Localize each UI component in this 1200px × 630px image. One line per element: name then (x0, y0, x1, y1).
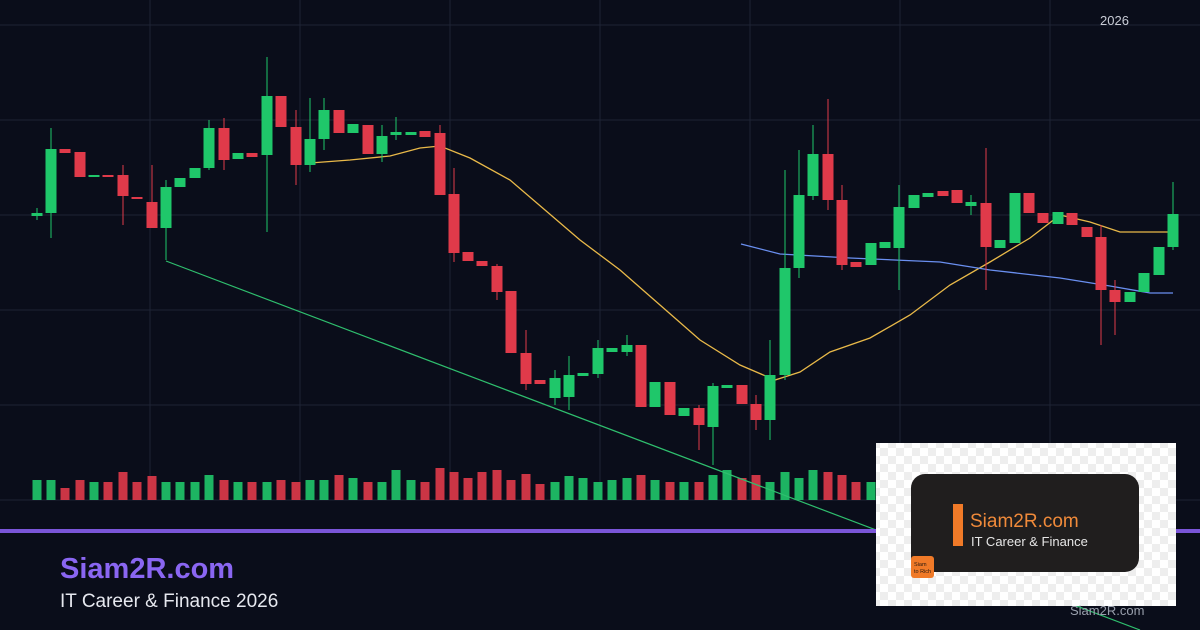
badge (911, 474, 1139, 572)
badge-logo (911, 556, 934, 578)
grid (0, 0, 1200, 501)
badge-logo-text: to Rich (914, 569, 931, 575)
badge-logo-text: Siam (914, 562, 927, 568)
badge-accent (953, 504, 963, 546)
badge-subtitle: IT Career & Finance (971, 534, 1088, 549)
footer-title: Siam2R.com (60, 553, 234, 585)
year-label: 2026 (1100, 13, 1129, 28)
divider (0, 529, 1200, 533)
footer-subtitle: IT Career & Finance 2026 (60, 591, 278, 612)
volume-down (60, 468, 861, 500)
watermark: Siam2R.com (1070, 603, 1144, 618)
badge-title: Siam2R.com (970, 511, 1079, 532)
